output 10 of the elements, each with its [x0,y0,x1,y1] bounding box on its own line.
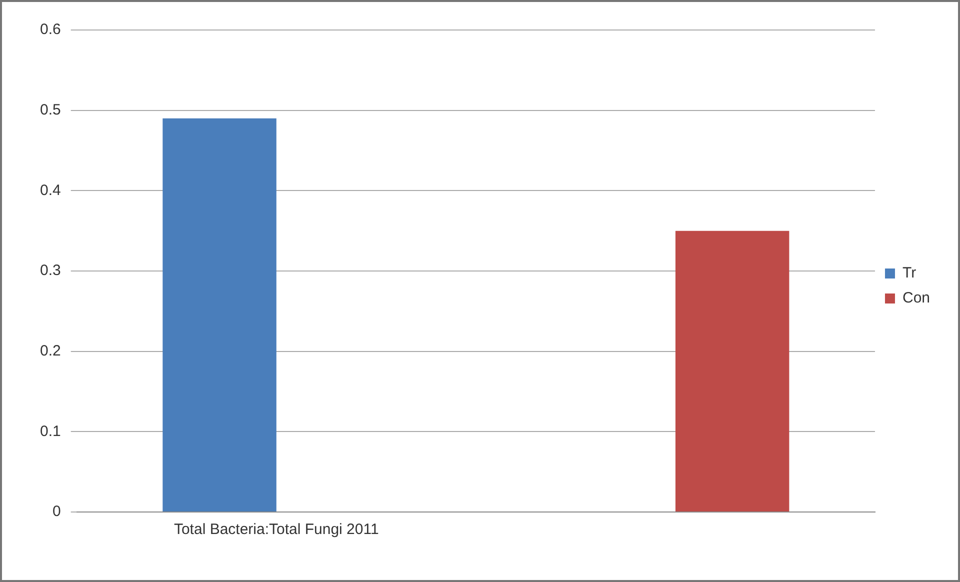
y-tick-label: 0.2 [40,342,61,360]
y-tick-label: 0.4 [40,182,61,199]
legend-label: Tr [902,264,916,282]
legend-label: Con [902,290,930,307]
y-tick-label: 0.3 [40,262,61,280]
x-tick-label: Total Bacteria:Total Fungi 2011 [174,521,379,538]
y-tick-label: 0.5 [40,101,61,118]
y-tick-label: 0.6 [40,21,61,38]
y-tick-label: 0 [52,503,61,520]
y-tick-label: 0.1 [40,422,61,440]
